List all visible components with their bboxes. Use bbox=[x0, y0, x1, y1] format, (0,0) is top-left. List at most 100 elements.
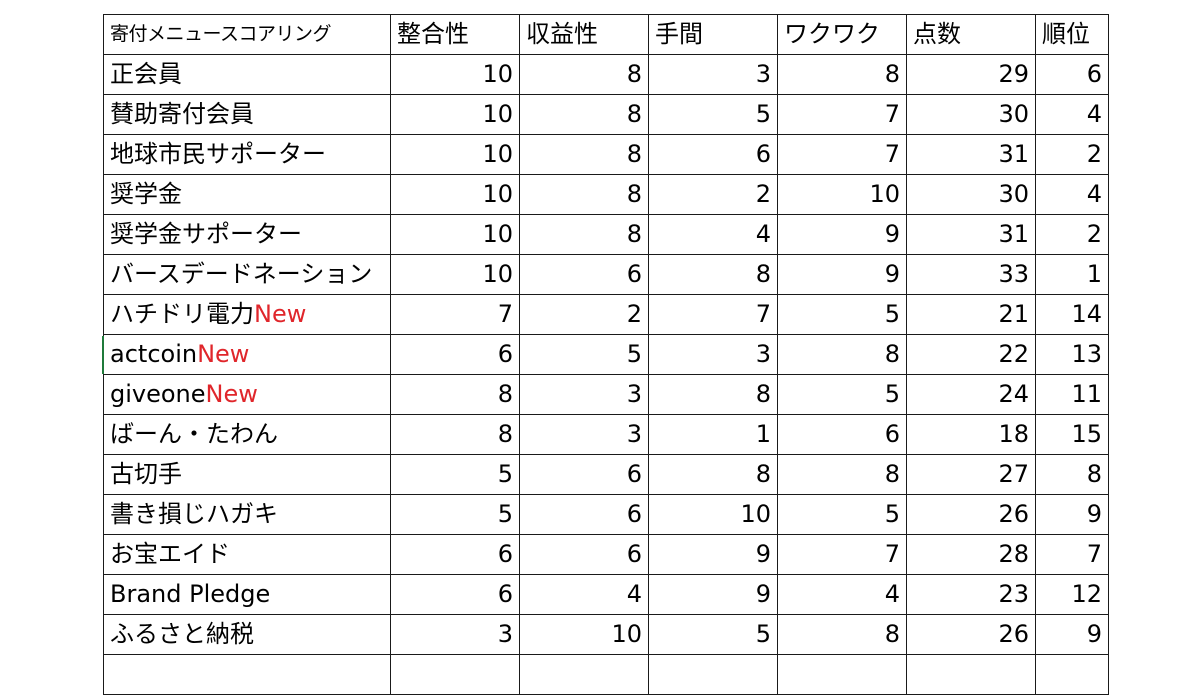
cell-menu-name[interactable]: 奨学金 bbox=[103, 174, 391, 215]
cell-score[interactable]: 23 bbox=[906, 574, 1036, 615]
cell-excitement[interactable]: 5 bbox=[777, 494, 907, 535]
cell-rank[interactable]: 1 bbox=[1035, 254, 1109, 295]
column-header-menu[interactable]: 寄付メニュースコアリング bbox=[103, 14, 391, 55]
cell-rank[interactable]: 14 bbox=[1035, 294, 1109, 335]
cell-effort[interactable]: 4 bbox=[648, 214, 778, 255]
cell-consistency[interactable]: 3 bbox=[390, 614, 520, 655]
cell-effort[interactable]: 8 bbox=[648, 374, 778, 415]
cell-effort[interactable]: 8 bbox=[648, 254, 778, 295]
cell-profitability[interactable]: 6 bbox=[519, 534, 649, 575]
cell-profitability[interactable]: 6 bbox=[519, 254, 649, 295]
cell-score[interactable]: 22 bbox=[906, 334, 1036, 375]
cell-score[interactable]: 18 bbox=[906, 414, 1036, 455]
cell-effort[interactable]: 2 bbox=[648, 174, 778, 215]
cell-excitement[interactable]: 4 bbox=[777, 574, 907, 615]
cell-score[interactable]: 30 bbox=[906, 174, 1036, 215]
cell-menu-name[interactable]: ハチドリ電力New bbox=[103, 294, 391, 335]
cell-excitement[interactable]: 9 bbox=[777, 254, 907, 295]
cell-profitability[interactable]: 6 bbox=[519, 454, 649, 495]
cell-menu-name[interactable]: actcoinNew bbox=[103, 334, 391, 375]
cell-profitability[interactable]: 8 bbox=[519, 134, 649, 175]
cell-effort[interactable]: 9 bbox=[648, 534, 778, 575]
cell-consistency[interactable]: 10 bbox=[390, 214, 520, 255]
cell-menu-name[interactable]: バースデードネーション bbox=[103, 254, 391, 295]
cell-excitement[interactable]: 7 bbox=[777, 134, 907, 175]
cell-excitement[interactable]: 8 bbox=[777, 454, 907, 495]
cell-rank[interactable]: 11 bbox=[1035, 374, 1109, 415]
cell-profitability[interactable]: 8 bbox=[519, 94, 649, 135]
cell-score[interactable]: 26 bbox=[906, 494, 1036, 535]
cell-score[interactable]: 26 bbox=[906, 614, 1036, 655]
cell-rank[interactable]: 13 bbox=[1035, 334, 1109, 375]
cell-score[interactable]: 28 bbox=[906, 534, 1036, 575]
cell-menu-name[interactable]: giveoneNew bbox=[103, 374, 391, 415]
cell-score[interactable]: 31 bbox=[906, 214, 1036, 255]
cell-menu-name[interactable]: 正会員 bbox=[103, 54, 391, 95]
cell-profitability[interactable]: 8 bbox=[519, 214, 649, 255]
cell-consistency[interactable]: 7 bbox=[390, 294, 520, 335]
cell-excitement[interactable]: 9 bbox=[777, 214, 907, 255]
cell-rank[interactable]: 12 bbox=[1035, 574, 1109, 615]
cell-rank[interactable]: 8 bbox=[1035, 454, 1109, 495]
cell-excitement[interactable]: 5 bbox=[777, 294, 907, 335]
cell-profitability[interactable]: 10 bbox=[519, 614, 649, 655]
cell-consistency[interactable]: 6 bbox=[390, 534, 520, 575]
cell-excitement[interactable]: 8 bbox=[777, 334, 907, 375]
cell-profitability[interactable]: 8 bbox=[519, 174, 649, 215]
cell-score[interactable]: 24 bbox=[906, 374, 1036, 415]
cell-consistency[interactable]: 6 bbox=[390, 334, 520, 375]
cell-profitability[interactable]: 5 bbox=[519, 334, 649, 375]
cell-rank[interactable]: 15 bbox=[1035, 414, 1109, 455]
cell-consistency[interactable]: 10 bbox=[390, 54, 520, 95]
cell-excitement[interactable]: 7 bbox=[777, 534, 907, 575]
cell-score[interactable]: 21 bbox=[906, 294, 1036, 335]
cell-score[interactable]: 29 bbox=[906, 54, 1036, 95]
cell-consistency[interactable]: 6 bbox=[390, 574, 520, 615]
cell-consistency[interactable]: 5 bbox=[390, 454, 520, 495]
cell-rank[interactable]: 9 bbox=[1035, 614, 1109, 655]
cell-menu-name[interactable]: 書き損じハガキ bbox=[103, 494, 391, 535]
cell-consistency[interactable]: 8 bbox=[390, 414, 520, 455]
cell-score[interactable]: 30 bbox=[906, 94, 1036, 135]
cell-excitement[interactable]: 6 bbox=[777, 414, 907, 455]
cell-menu-name[interactable]: 古切手 bbox=[103, 454, 391, 495]
cell-consistency[interactable]: 10 bbox=[390, 254, 520, 295]
cell-score[interactable]: 33 bbox=[906, 254, 1036, 295]
cell-effort[interactable]: 5 bbox=[648, 614, 778, 655]
cell-excitement[interactable]: 10 bbox=[777, 174, 907, 215]
cell-excitement[interactable]: 7 bbox=[777, 94, 907, 135]
cell-effort[interactable]: 6 bbox=[648, 134, 778, 175]
column-header-score[interactable]: 点数 bbox=[906, 14, 1036, 55]
cell-consistency[interactable]: 10 bbox=[390, 174, 520, 215]
cell-excitement[interactable]: 8 bbox=[777, 614, 907, 655]
cell-rank[interactable]: 9 bbox=[1035, 494, 1109, 535]
cell-effort[interactable]: 3 bbox=[648, 334, 778, 375]
column-header-profitability[interactable]: 収益性 bbox=[519, 14, 649, 55]
cell-menu-name[interactable]: Brand Pledge bbox=[103, 574, 391, 615]
cell-consistency[interactable]: 10 bbox=[390, 94, 520, 135]
cell-effort[interactable]: 5 bbox=[648, 94, 778, 135]
cell-rank[interactable]: 6 bbox=[1035, 54, 1109, 95]
column-header-consistency[interactable]: 整合性 bbox=[390, 14, 520, 55]
cell-menu-name[interactable]: ばーん・たわん bbox=[103, 414, 391, 455]
cell-profitability[interactable]: 4 bbox=[519, 574, 649, 615]
cell-consistency[interactable]: 10 bbox=[390, 134, 520, 175]
cell-effort[interactable]: 3 bbox=[648, 54, 778, 95]
column-header-rank[interactable]: 順位 bbox=[1035, 14, 1109, 55]
cell-effort[interactable]: 10 bbox=[648, 494, 778, 535]
cell-excitement[interactable]: 8 bbox=[777, 54, 907, 95]
cell-profitability[interactable]: 6 bbox=[519, 494, 649, 535]
cell-excitement[interactable]: 5 bbox=[777, 374, 907, 415]
cell-menu-name[interactable]: 賛助寄付会員 bbox=[103, 94, 391, 135]
cell-menu-name[interactable]: 奨学金サポーター bbox=[103, 214, 391, 255]
cell-effort[interactable]: 1 bbox=[648, 414, 778, 455]
cell-profitability[interactable]: 8 bbox=[519, 54, 649, 95]
cell-rank[interactable]: 4 bbox=[1035, 94, 1109, 135]
cell-menu-name[interactable]: お宝エイド bbox=[103, 534, 391, 575]
cell-menu-name[interactable]: ふるさと納税 bbox=[103, 614, 391, 655]
cell-rank[interactable]: 2 bbox=[1035, 214, 1109, 255]
cell-profitability[interactable]: 3 bbox=[519, 374, 649, 415]
cell-effort[interactable]: 8 bbox=[648, 454, 778, 495]
cell-effort[interactable]: 9 bbox=[648, 574, 778, 615]
cell-profitability[interactable]: 3 bbox=[519, 414, 649, 455]
